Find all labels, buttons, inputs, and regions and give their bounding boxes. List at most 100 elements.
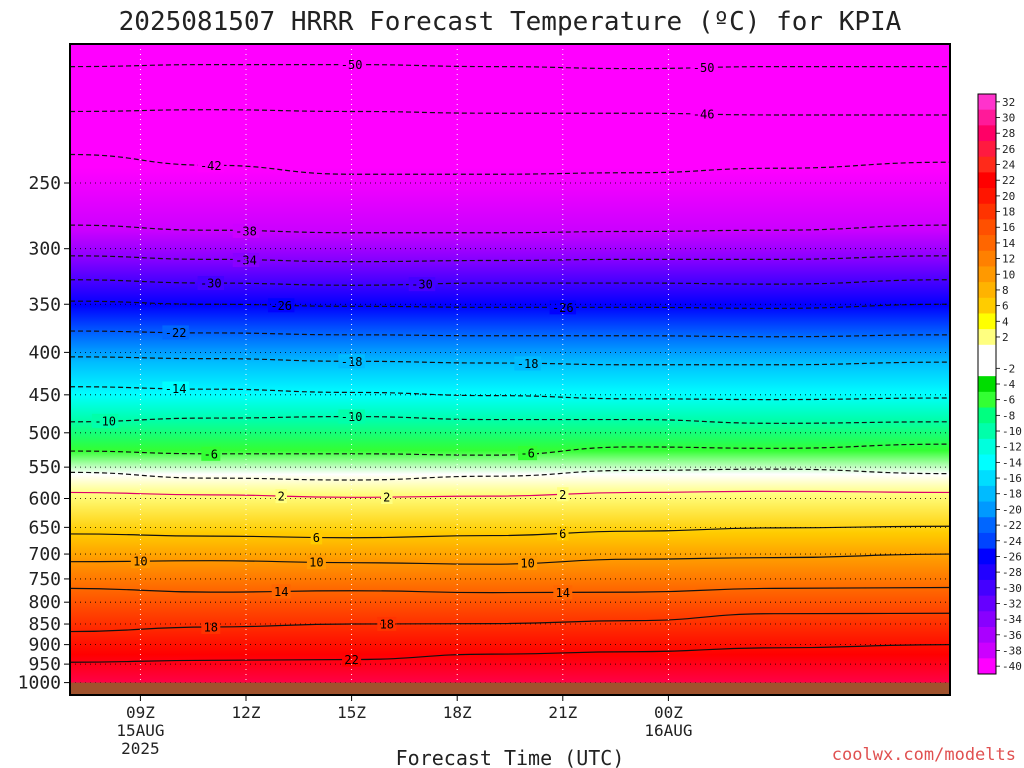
- legend-label: 4: [1002, 315, 1009, 328]
- legend-label: -6: [1002, 394, 1015, 407]
- contour-label-bg: [338, 354, 365, 369]
- legend-label: -18: [1002, 488, 1022, 501]
- contour-label: -34: [235, 253, 257, 267]
- contour-label-bg: [549, 300, 577, 315]
- credit-text: coolwx.com/modelts: [832, 745, 1016, 765]
- contour-label: -26: [552, 301, 574, 315]
- legend-swatch: [978, 579, 996, 597]
- contour-label: 2: [383, 490, 390, 504]
- contour-label: -10: [341, 410, 363, 424]
- y-tick-label: 750: [28, 569, 61, 590]
- y-tick-label: 850: [28, 614, 61, 635]
- y-tick-label: 450: [28, 385, 61, 406]
- y-tick-label: 650: [28, 517, 61, 538]
- y-tick-label: 350: [28, 294, 61, 315]
- legend-swatch: [978, 188, 996, 205]
- legend-swatch: [978, 235, 996, 252]
- legend-label: 2: [1002, 331, 1009, 344]
- y-tick-label: 700: [28, 544, 61, 565]
- x-tick-label: 12Z: [232, 703, 261, 722]
- contour-label: -50: [693, 61, 715, 75]
- contour-label-bg: [201, 446, 221, 461]
- contour-label-bg: [338, 409, 365, 424]
- contour-minus10: [70, 415, 950, 424]
- contour-minus2: [70, 468, 950, 481]
- legend-label: 10: [1002, 268, 1015, 281]
- contour-label: -6: [520, 447, 534, 461]
- legend-label: -2: [1002, 362, 1015, 375]
- legend-swatch: [978, 407, 996, 424]
- contour-minus42: [70, 153, 950, 175]
- legend-label: -14: [1002, 456, 1022, 469]
- contour-label-bg: [518, 555, 538, 570]
- contour-label-bg: [310, 530, 323, 545]
- legend-label: -26: [1002, 550, 1022, 563]
- contour-label: 14: [556, 586, 570, 600]
- legend-label: 14: [1002, 237, 1016, 250]
- contour-label-bg: [91, 413, 119, 428]
- legend-label: 30: [1002, 112, 1015, 125]
- x-axis-label: Forecast Time (UTC): [396, 746, 625, 768]
- legend-swatch: [978, 172, 996, 189]
- contour-label: -42: [200, 159, 222, 173]
- legend-swatch: [978, 391, 996, 409]
- contour-label: 6: [559, 527, 566, 541]
- contour-minus34: [70, 255, 950, 263]
- contour-label: 14: [274, 585, 288, 599]
- contour-label-bg: [197, 276, 225, 291]
- contour-minus38: [70, 224, 950, 234]
- legend-swatch: [978, 156, 996, 173]
- legend-label: 24: [1002, 159, 1016, 172]
- contour-label: -46: [693, 108, 715, 122]
- y-tick-label: 300: [28, 239, 61, 260]
- contour-minus22: [70, 330, 950, 338]
- contour-label-bg: [271, 584, 291, 599]
- legend-swatch: [978, 423, 996, 440]
- legend-label: -22: [1002, 519, 1022, 532]
- contour-label-bg: [275, 489, 287, 504]
- contour-label: 6: [313, 531, 320, 545]
- legend-swatch: [978, 548, 996, 565]
- legend-swatch: [978, 595, 996, 612]
- contour-label: -38: [235, 224, 257, 238]
- contour-label-bg: [130, 554, 150, 569]
- legend-swatch: [978, 642, 996, 659]
- contour-label: -18: [341, 355, 363, 369]
- legend-label: -34: [1002, 613, 1022, 626]
- legend-label: 16: [1002, 221, 1015, 234]
- legend-label: -30: [1002, 582, 1022, 595]
- contour-label: -30: [200, 277, 222, 291]
- contour-label-bg: [267, 298, 295, 313]
- color-legend: 32 30 28 26 24 22 20 18 16 14 12 10 8 6 4 2 -2 -4 -6 -8 -10 -…: [977, 93, 1022, 675]
- plot-frame: [69, 43, 951, 696]
- y-tick-label: 500: [28, 423, 61, 444]
- legend-swatch: [978, 282, 996, 299]
- legend-swatch: [978, 517, 996, 534]
- legend-label: -8: [1002, 409, 1015, 422]
- legend-swatch: [978, 658, 996, 675]
- legend-swatch: [978, 266, 996, 283]
- legend-label: -4: [1002, 378, 1016, 391]
- contour-label-bg: [514, 356, 541, 371]
- legend-label: -24: [1002, 535, 1022, 548]
- contour-minus18: [70, 356, 950, 366]
- legend-label: -20: [1002, 503, 1022, 516]
- legend-swatch: [978, 564, 996, 581]
- legend-label: 20: [1002, 190, 1015, 203]
- legend-swatch: [978, 203, 996, 220]
- legend-label: 28: [1002, 127, 1015, 140]
- legend-swatch: [978, 125, 996, 142]
- contour-minus50: [70, 63, 950, 70]
- contour-label: 2: [278, 490, 285, 504]
- contour-label: -6: [204, 447, 218, 461]
- legend-swatch: [978, 501, 996, 518]
- legend-label: 26: [1002, 143, 1015, 156]
- contour-label: -30: [411, 278, 433, 292]
- contour-plus10: [70, 553, 950, 565]
- y-axis: 2503003504004505005506006507007508008509…: [18, 173, 70, 694]
- contour-label-bg: [201, 619, 221, 634]
- contour-label: 18: [204, 620, 218, 634]
- chart-title: 2025081507 HRRR Forecast Temperature (ºC…: [119, 7, 902, 37]
